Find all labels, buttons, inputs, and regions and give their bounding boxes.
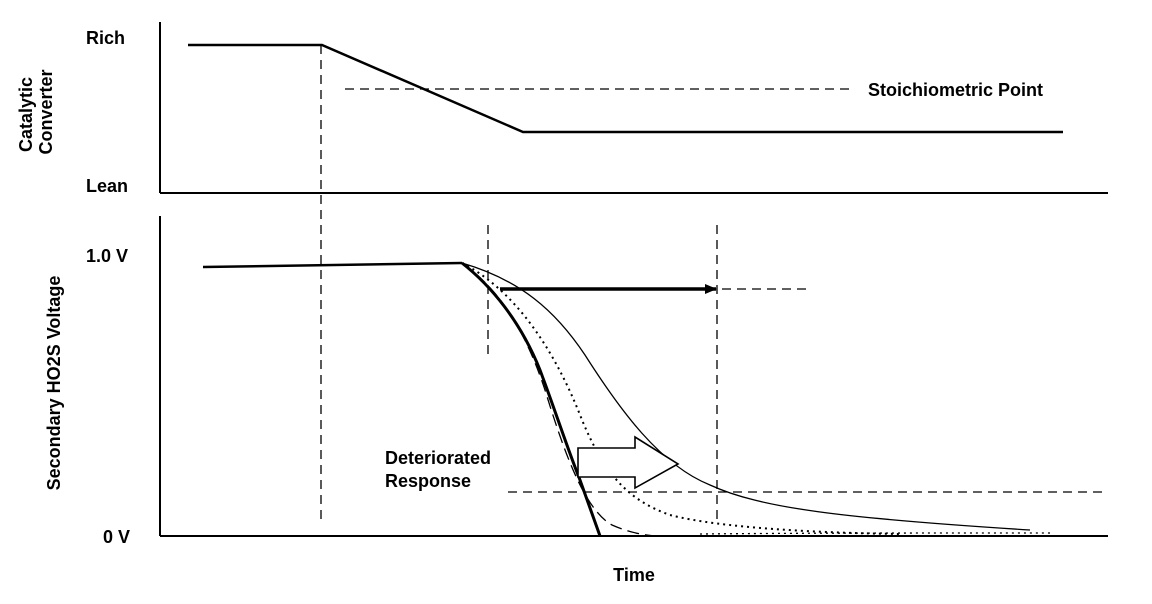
deteriorated-label-line1: Deteriorated xyxy=(385,448,491,468)
deteriorated-response-label: Deteriorated Response xyxy=(385,448,496,491)
upper-y-axis-title-line1: Catalytic xyxy=(16,77,36,152)
tail-dotted-curve xyxy=(699,532,1051,535)
upper-y-axis-title-line2: Converter xyxy=(36,69,56,154)
upper-y-axis-title: Catalytic Converter xyxy=(16,69,56,154)
lean-label: Lean xyxy=(86,176,128,196)
degraded-response-curve xyxy=(461,262,901,535)
upper-panel: Catalytic Converter Rich Lean Stoichiome… xyxy=(16,22,1108,196)
slightly-degraded-curve xyxy=(461,262,656,537)
lower-y-axis-title: Secondary HO2S Voltage xyxy=(44,276,64,491)
deteriorated-label-line2: Response xyxy=(385,471,471,491)
x-axis-title: Time xyxy=(613,565,655,585)
plateau-trace xyxy=(202,261,463,269)
tick-label-high: 1.0 V xyxy=(86,246,128,266)
tick-label-low: 0 V xyxy=(103,527,130,547)
lower-panel: Secondary HO2S Voltage 1.0 V 0 V Deterio… xyxy=(44,216,1108,585)
stoichiometric-label: Stoichiometric Point xyxy=(868,80,1043,100)
deterioration-shift-arrow xyxy=(577,435,680,490)
normal-response-curve xyxy=(461,261,602,537)
deteriorated-response-curve xyxy=(461,262,1031,531)
rich-label: Rich xyxy=(86,28,125,48)
air-fuel-trace xyxy=(188,43,1063,134)
